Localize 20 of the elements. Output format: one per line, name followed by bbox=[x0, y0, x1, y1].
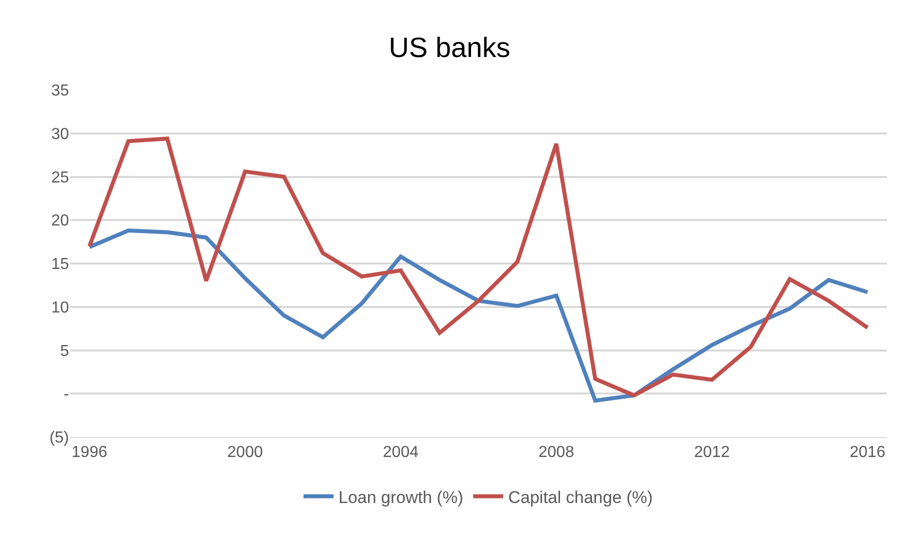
y-tick-label: (5) bbox=[49, 430, 69, 447]
y-tick-label: 15 bbox=[51, 256, 70, 274]
x-tick-label: 2004 bbox=[382, 444, 419, 462]
line-series bbox=[87, 228, 870, 403]
x-tick-label: 1996 bbox=[72, 444, 108, 462]
x-tick-label: 2000 bbox=[227, 444, 263, 462]
x-tick-label: 2012 bbox=[694, 444, 730, 462]
y-tick-label: 20 bbox=[51, 212, 70, 230]
y-tick-label: 35 bbox=[51, 82, 70, 100]
y-tick-label: - bbox=[64, 386, 69, 404]
x-tick-label: 2008 bbox=[538, 444, 574, 462]
legend-label: Loan growth (%) bbox=[338, 488, 464, 507]
y-tick-label: 25 bbox=[51, 169, 70, 186]
y-tick-label: 10 bbox=[51, 299, 70, 316]
x-tick-label: 2016 bbox=[850, 444, 886, 462]
line-series bbox=[87, 136, 870, 398]
legend-label: Capital change (%) bbox=[508, 488, 653, 507]
y-tick-label: 5 bbox=[60, 342, 70, 360]
y-tick-label: 30 bbox=[51, 126, 70, 143]
chart-title: US banks bbox=[388, 32, 510, 64]
